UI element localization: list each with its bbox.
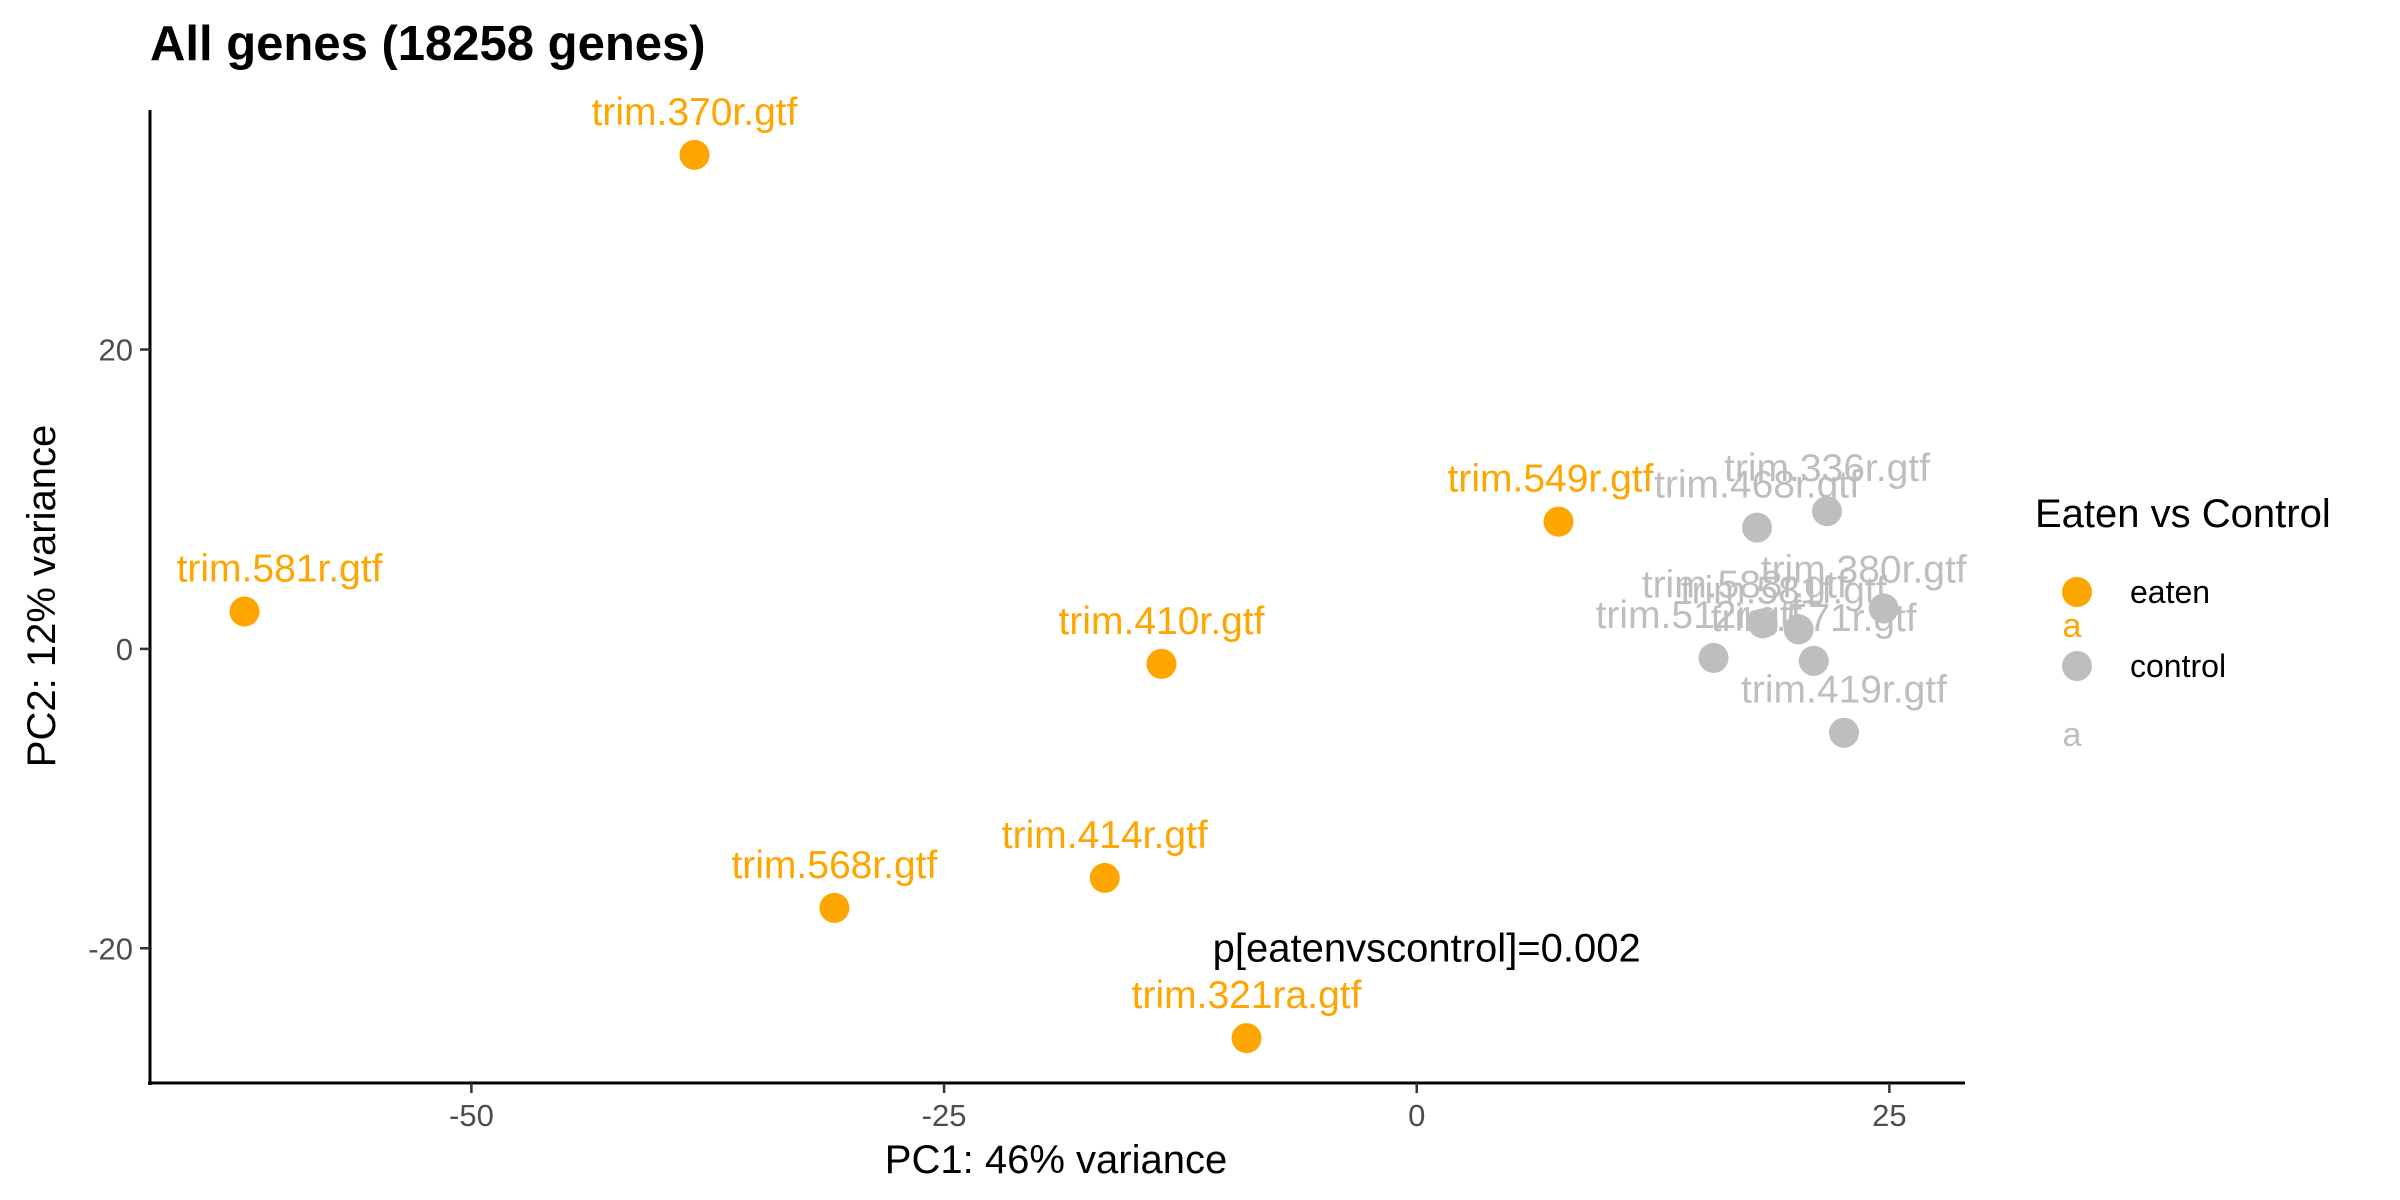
- eaten-point-label: trim.549r.gtf: [1448, 458, 1654, 501]
- eaten-point-label: trim.370r.gtf: [592, 91, 798, 134]
- control-point: [1783, 614, 1814, 645]
- control-point: [1747, 608, 1778, 639]
- control-point: [1742, 512, 1773, 543]
- eaten-point: [819, 892, 850, 923]
- control-point-label: trim.380r.gtf: [1761, 548, 1967, 591]
- eaten-point-label: trim.568r.gtf: [731, 844, 937, 887]
- eaten-point-label: trim.410r.gtf: [1059, 600, 1265, 643]
- legend-label-control: control: [2130, 648, 2226, 684]
- eaten-point: [1231, 1023, 1262, 1054]
- eaten-point-label: trim.414r.gtf: [1002, 814, 1208, 857]
- control-point-label: trim.571r.gtf: [1711, 597, 1917, 640]
- control-point: [1829, 717, 1859, 748]
- axes: -50 -25 0 25 20 0 -20: [88, 110, 1965, 1133]
- p-value-annotation: p[eatenvscontrol]=0.002: [1213, 926, 1641, 970]
- chart-title: All genes (18258 genes): [150, 17, 706, 71]
- eaten-point: [1543, 506, 1574, 537]
- control-point-label: trim.468r.gtf: [1654, 464, 1860, 507]
- control-point: [1698, 642, 1729, 673]
- annotation-layer: p[eatenvscontrol]=0.002: [1213, 926, 1641, 970]
- point-labels-layer: trim.336r.gtftrim.468r.gtftrim.380r.gtft…: [177, 91, 1967, 1017]
- y-tick-label: 0: [116, 632, 133, 667]
- legend-label-eaten: eaten: [2130, 574, 2210, 610]
- legend-key-control: [2062, 651, 2092, 681]
- control-point-label: trim.512r.gtf: [1596, 594, 1802, 637]
- control-point: [1811, 496, 1842, 527]
- y-axis-title: PC2: 12% variance: [20, 425, 64, 767]
- eaten-point-label: trim.321ra.gtf: [1132, 974, 1362, 1017]
- y-tick-label: 20: [99, 333, 133, 368]
- legend-text-key-eaten: a: [2063, 607, 2082, 645]
- control-point-label: trim.419r.gtf: [1741, 669, 1947, 712]
- control-point-label: trim.336r.gtf: [1724, 447, 1930, 490]
- x-tick-label: 0: [1408, 1098, 1425, 1133]
- legend-text-key-control: a: [2063, 716, 2082, 754]
- control-point: [1868, 593, 1899, 624]
- control-point: [1798, 645, 1829, 676]
- legend: Eaten vs Control eaten a control a: [2035, 492, 2331, 754]
- x-tick-label: -50: [449, 1098, 494, 1133]
- x-tick-label: 25: [1872, 1098, 1906, 1133]
- x-tick-label: -25: [922, 1098, 967, 1133]
- eaten-point: [1089, 862, 1120, 893]
- legend-key-eaten: [2062, 577, 2092, 607]
- eaten-point: [679, 139, 710, 170]
- control-point-label: trim.581f.gtf: [1681, 569, 1887, 612]
- eaten-point-label: trim.581r.gtf: [177, 547, 383, 590]
- points-layer: [229, 139, 1899, 1054]
- eaten-point: [229, 596, 260, 627]
- control-point-label: trim.588r.gtf: [1642, 563, 1848, 606]
- y-tick-label: -20: [88, 931, 133, 966]
- legend-title: Eaten vs Control: [2035, 492, 2331, 536]
- x-axis-title: PC1: 46% variance: [885, 1138, 1227, 1182]
- eaten-point: [1146, 648, 1177, 679]
